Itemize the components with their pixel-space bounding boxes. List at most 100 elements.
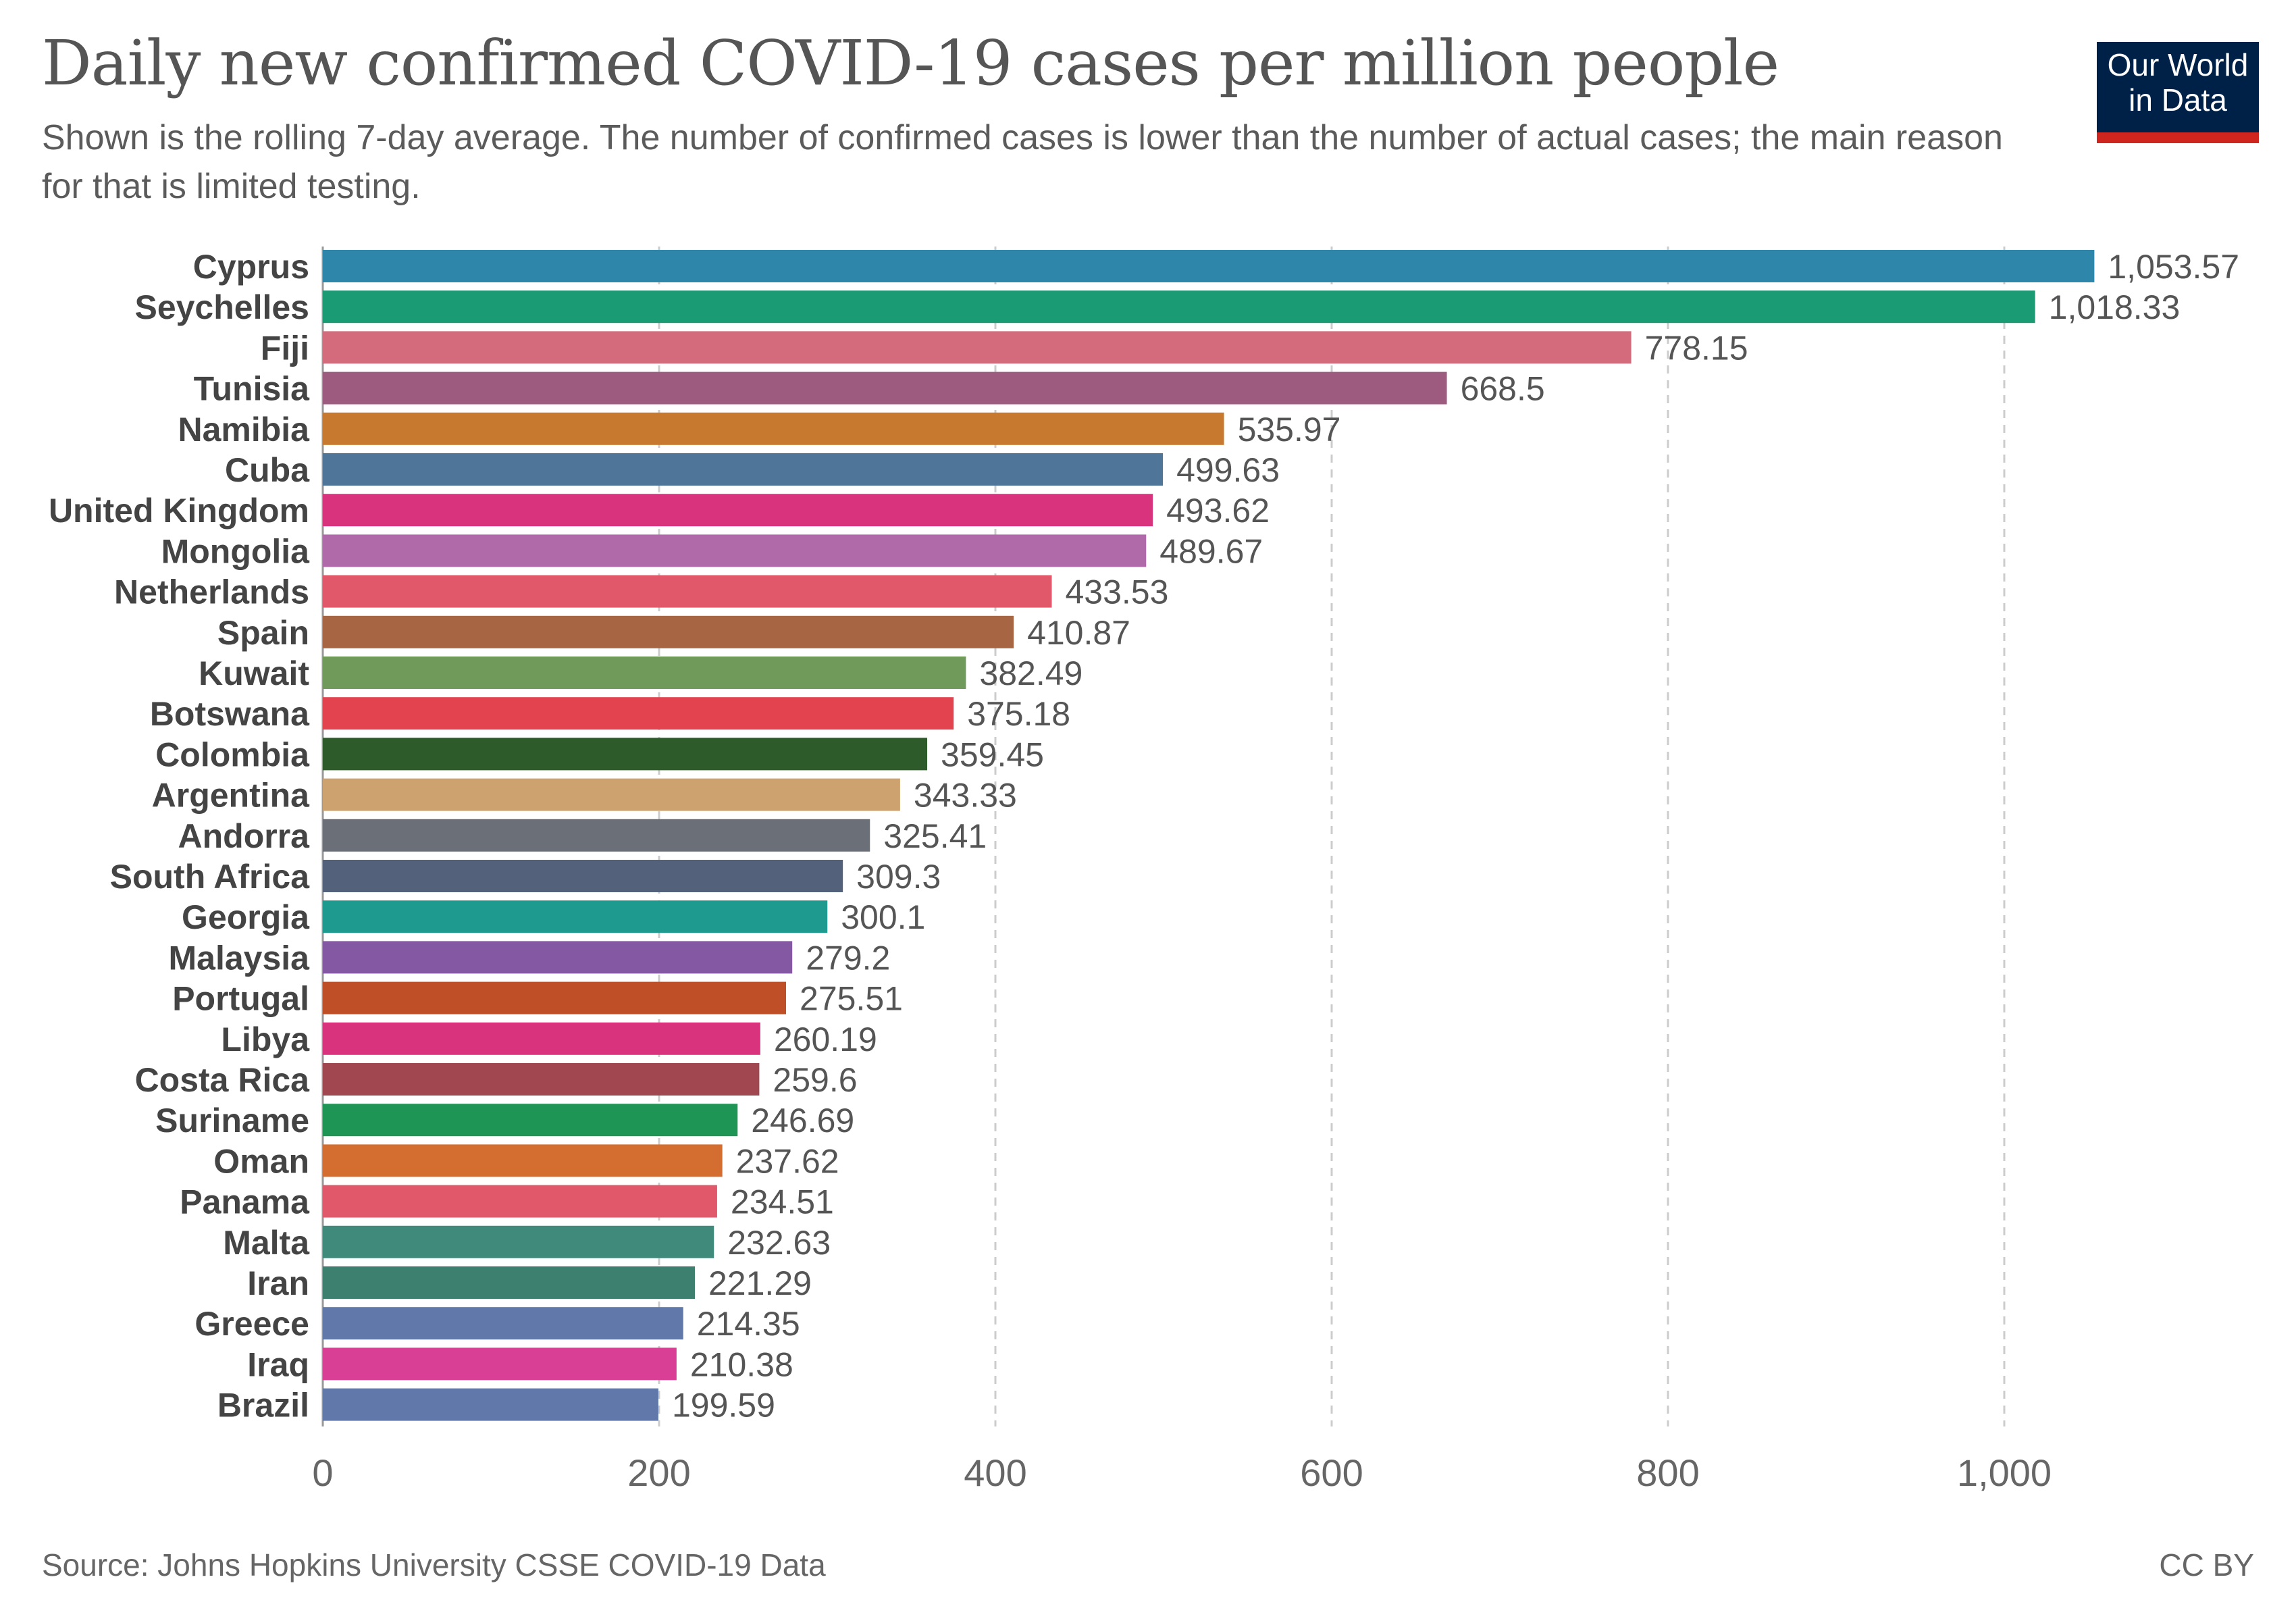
- category-label: Fiji: [261, 329, 309, 367]
- value-label: 309.3: [856, 858, 941, 896]
- bar-seychelles[interactable]: [323, 290, 2035, 324]
- source-note: Source: Johns Hopkins University CSSE CO…: [42, 1547, 826, 1583]
- bar-cyprus[interactable]: [323, 250, 2095, 282]
- category-label: Iran: [247, 1264, 309, 1302]
- bar-suriname[interactable]: [323, 1104, 738, 1137]
- x-tick-label: 200: [627, 1451, 690, 1494]
- category-label: Cuba: [225, 451, 310, 489]
- value-label: 668.5: [1461, 370, 1545, 408]
- bar-portugal[interactable]: [323, 981, 787, 1014]
- category-label: Georgia: [182, 898, 310, 936]
- value-labels: 1,053.571,018.33778.15668.5535.97499.634…: [672, 248, 2239, 1424]
- bar-argentina[interactable]: [323, 778, 900, 811]
- value-label: 1,018.33: [2049, 288, 2181, 326]
- value-label: 259.6: [773, 1061, 857, 1099]
- value-label: 210.38: [690, 1345, 793, 1383]
- value-label: 237.62: [736, 1142, 839, 1180]
- bar-brazil[interactable]: [323, 1388, 658, 1421]
- bar-united-kingdom[interactable]: [323, 494, 1153, 527]
- bar-oman[interactable]: [323, 1144, 723, 1177]
- category-label: Mongolia: [161, 532, 311, 570]
- bar-spain[interactable]: [323, 615, 1014, 648]
- bar-botswana[interactable]: [323, 697, 954, 730]
- value-label: 300.1: [841, 898, 925, 936]
- category-label: Libya: [221, 1021, 310, 1058]
- value-label: 375.18: [967, 695, 1070, 733]
- bar-colombia[interactable]: [323, 738, 928, 771]
- category-label: South Africa: [110, 858, 311, 896]
- bar-namibia[interactable]: [323, 412, 1224, 445]
- value-label: 535.97: [1238, 411, 1341, 448]
- bar-tunisia[interactable]: [323, 371, 1447, 405]
- bar-iraq[interactable]: [323, 1347, 677, 1381]
- category-label: Costa Rica: [135, 1061, 311, 1099]
- value-label: 325.41: [883, 817, 987, 855]
- bar-cuba[interactable]: [323, 453, 1164, 486]
- value-label: 499.63: [1176, 451, 1280, 489]
- category-label: Kuwait: [199, 654, 309, 692]
- bar-mongolia[interactable]: [323, 534, 1147, 567]
- value-label: 359.45: [941, 736, 1044, 773]
- chart-subtitle: Shown is the rolling 7-day average. The …: [42, 118, 2003, 206]
- value-label: 433.53: [1065, 573, 1168, 611]
- value-label: 232.63: [727, 1224, 831, 1262]
- category-label: Brazil: [217, 1387, 309, 1424]
- bar-south-africa[interactable]: [323, 860, 843, 892]
- category-label: United Kingdom: [49, 492, 309, 530]
- category-label: Spain: [217, 614, 309, 652]
- category-label: Suriname: [155, 1102, 309, 1139]
- bar-kuwait[interactable]: [323, 657, 966, 689]
- value-label: 382.49: [979, 654, 1082, 692]
- value-label: 275.51: [800, 980, 903, 1018]
- chart-title: Daily new confirmed COVID-19 cases per m…: [42, 27, 1779, 99]
- x-tick-label: 600: [1300, 1451, 1363, 1494]
- category-label: Argentina: [152, 777, 311, 815]
- value-label: 410.87: [1027, 614, 1130, 652]
- x-tick-label: 1,000: [1957, 1451, 2052, 1494]
- x-tick-label: 400: [964, 1451, 1026, 1494]
- category-label: Namibia: [178, 411, 310, 448]
- bar-andorra[interactable]: [323, 819, 870, 852]
- value-label: 493.62: [1166, 492, 1270, 530]
- value-label: 260.19: [774, 1021, 877, 1058]
- bar-greece[interactable]: [323, 1307, 683, 1340]
- x-tick-label: 0: [312, 1451, 333, 1494]
- category-label: Malta: [223, 1224, 310, 1262]
- value-label: 199.59: [672, 1387, 775, 1424]
- value-label: 778.15: [1645, 329, 1748, 367]
- category-label: Tunisia: [194, 370, 311, 408]
- bar-malta[interactable]: [323, 1225, 714, 1258]
- category-label: Netherlands: [114, 573, 309, 611]
- value-label: 214.35: [697, 1305, 800, 1343]
- logo-line-2: in Data: [2129, 82, 2227, 118]
- category-label: Portugal: [172, 980, 309, 1018]
- category-label: Seychelles: [134, 288, 309, 326]
- category-label: Andorra: [178, 817, 311, 855]
- bar-malaysia[interactable]: [323, 941, 793, 974]
- bar-netherlands[interactable]: [323, 575, 1052, 608]
- bar-iran[interactable]: [323, 1266, 696, 1299]
- license-link[interactable]: CC BY: [2159, 1547, 2254, 1583]
- bar-libya[interactable]: [323, 1022, 760, 1055]
- logo-line-1: Our World: [2107, 47, 2249, 82]
- bars: [323, 250, 2095, 1421]
- value-label: 489.67: [1159, 532, 1263, 570]
- category-label: Malaysia: [169, 939, 311, 977]
- value-label: 234.51: [731, 1183, 834, 1221]
- value-label: 1,053.57: [2108, 248, 2239, 286]
- our-world-in-data-logo[interactable]: Our World in Data: [2097, 42, 2259, 143]
- category-label: Panama: [180, 1183, 310, 1221]
- category-labels: CyprusSeychellesFijiTunisiaNamibiaCubaUn…: [49, 248, 310, 1424]
- value-label: 343.33: [914, 777, 1017, 815]
- bar-georgia[interactable]: [323, 900, 828, 933]
- category-label: Colombia: [155, 736, 310, 773]
- bar-panama[interactable]: [323, 1185, 717, 1218]
- x-axis-ticks: 0 200 400 600 800 1,000: [312, 1451, 2052, 1494]
- category-label: Greece: [194, 1305, 309, 1343]
- bar-fiji[interactable]: [323, 331, 1632, 364]
- category-label: Oman: [213, 1142, 309, 1180]
- x-tick-label: 800: [1636, 1451, 1699, 1494]
- bar-costa-rica[interactable]: [323, 1063, 760, 1096]
- category-label: Cyprus: [193, 248, 309, 286]
